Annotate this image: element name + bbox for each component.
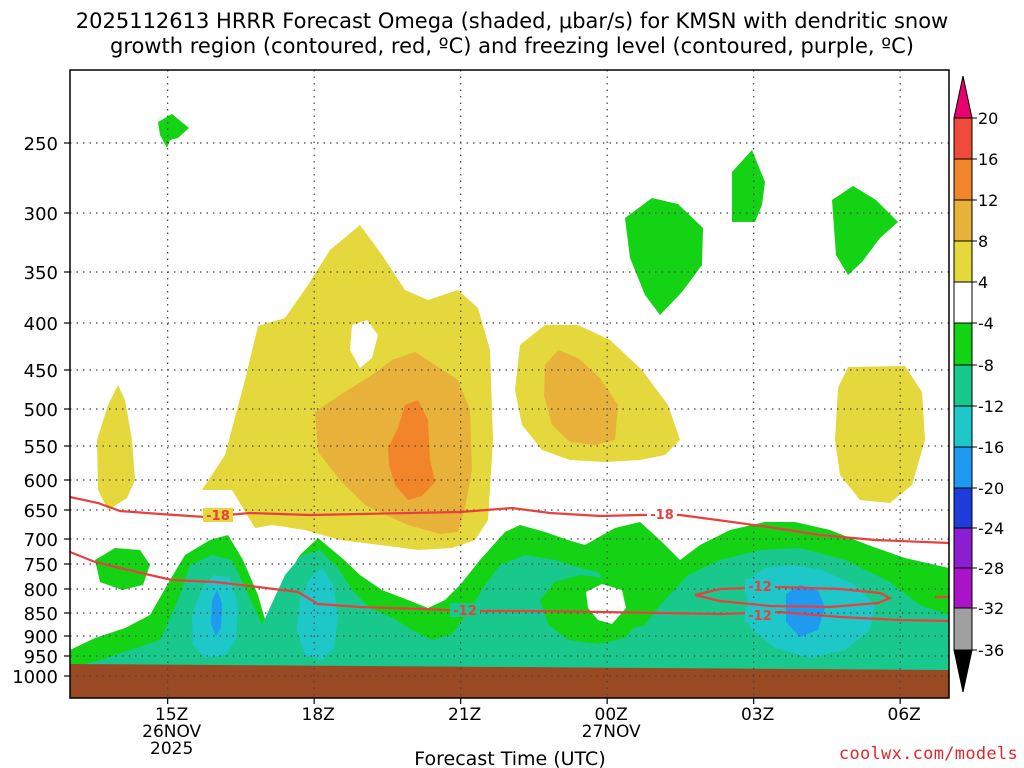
omega-region-teal [70, 548, 949, 698]
x-tick-label-15Z: 15Z [155, 705, 188, 725]
colorbar-bin-13 [953, 607, 973, 651]
colorbar-bin-4 [953, 240, 973, 283]
credit-text: coolwx.com/models [838, 744, 1018, 764]
label-bg-2 [647, 507, 677, 521]
colorbar-label-4: 4 [978, 273, 988, 292]
colorbar-bin-11 [953, 527, 973, 569]
colorbar-label-20: 20 [978, 109, 998, 128]
pressure-gridlines [70, 70, 949, 698]
contour-label-5: -12 [748, 609, 772, 624]
x-year-label: 2025 [150, 739, 193, 759]
contour-labels: -18 -18 -12 -12 -12 [203, 507, 775, 624]
ground-surface [70, 664, 949, 698]
omega-shading [70, 114, 949, 698]
colorbar: 20 16 12 8 4 -4 -8 -12 -16 -20 -24 -28 -32 -36 [953, 75, 1004, 693]
omega-region-green-right1 [732, 150, 765, 222]
x-tick-label-18Z: 18Z [302, 705, 335, 725]
colorbar-bin-3 [953, 199, 973, 242]
x-tick-label-00Z: 00Z [595, 705, 628, 725]
x-tick-label-06Z: 06Z [888, 705, 921, 725]
colorbar-bin-9 [953, 446, 973, 489]
omega-region-white-hole [586, 584, 626, 624]
omega-region-green-top [158, 114, 189, 148]
chart-title-line1: 2025112613 HRRR Forecast Omega (shaded, … [75, 9, 949, 33]
contour-minus18 [70, 495, 949, 545]
colorbar-bin-8 [953, 405, 973, 448]
y-tick-label-400: 400 [24, 314, 58, 335]
colorbar-cap-bottom [953, 649, 973, 693]
colorbar-label--28: -28 [978, 559, 1004, 578]
y-tick-label-750: 750 [24, 555, 58, 576]
omega-region-white-hole-upper [350, 320, 378, 368]
y-tick-label-250: 250 [24, 134, 58, 155]
omega-region-orange-core [388, 400, 435, 500]
colorbar-label--24: -24 [978, 519, 1004, 538]
contour-label-2: -18 [650, 508, 674, 523]
omega-region-green-center [625, 198, 703, 315]
omega-region-blue-2 [786, 585, 825, 637]
omega-region-blue-1 [211, 590, 222, 636]
colorbar-label--36: -36 [978, 641, 1004, 660]
colorbar-bin-6 [953, 322, 973, 366]
y-tick-label-800: 800 [24, 580, 58, 601]
colorbar-label-12: 12 [978, 191, 998, 210]
omega-region-tan-mid [544, 350, 618, 445]
colorbar-label--20: -20 [978, 479, 1004, 498]
x-date-label: 26NOV [142, 722, 201, 742]
y-tick-label-650: 650 [24, 501, 58, 522]
colorbar-bin-5 [953, 281, 973, 324]
colorbar-bin-2 [953, 158, 973, 201]
colorbar-bin-1 [953, 117, 973, 160]
y-tick-label-450: 450 [24, 361, 58, 382]
contour-label-1: -18 [206, 509, 230, 524]
plot-frame [69, 69, 950, 699]
y-tick-label-500: 500 [24, 400, 58, 421]
colorbar-label--8: -8 [978, 356, 994, 375]
y-tick-label-300: 300 [24, 204, 58, 225]
colorbar-bin-12 [953, 567, 973, 609]
omega-region-yellow-left [97, 385, 135, 510]
chart-title-line2: growth region (contoured, red, ºC) and f… [110, 34, 914, 58]
y-tick-label-350: 350 [24, 263, 58, 284]
x-tick-label-21Z: 21Z [448, 705, 481, 725]
y-tick-label-700: 700 [24, 530, 58, 551]
colorbar-label--32: -32 [978, 599, 1004, 618]
colorbar-label--16: -16 [978, 438, 1004, 457]
colorbar-bin-10 [953, 487, 973, 529]
colorbar-label-16: 16 [978, 150, 998, 169]
y-tick-label-1000: 1000 [12, 667, 58, 688]
label-bg-1 [203, 508, 233, 522]
x-tick-label-03Z: 03Z [741, 705, 774, 725]
colorbar-cap-top [953, 75, 973, 119]
x-date-label: 27NOV [582, 722, 641, 742]
y-tick-label-950: 950 [24, 647, 58, 668]
y-tick-label-900: 900 [24, 627, 58, 648]
colorbar-label--4: -4 [978, 314, 994, 333]
label-bg-4 [745, 579, 775, 593]
contour-label-3: -12 [453, 604, 477, 619]
y-tick-label-600: 600 [24, 471, 58, 492]
omega-region-yellow-right [835, 366, 925, 503]
label-bg-5 [745, 608, 775, 622]
omega-region-cyan-2 [297, 568, 338, 660]
y-tick-label-850: 850 [24, 604, 58, 625]
colorbar-bin-7 [953, 364, 973, 407]
omega-region-green-right2 [832, 186, 898, 275]
label-bg-3 [450, 603, 480, 617]
pressure-axis: 2503003504004505005506006507007508008509… [12, 134, 70, 688]
contour-label-4: -12 [748, 580, 772, 595]
colorbar-label-8: 8 [978, 232, 988, 251]
colorbar-label--12: -12 [978, 397, 1004, 416]
y-tick-label-550: 550 [24, 437, 58, 458]
x-axis-label: Forecast Time (UTC) [414, 748, 605, 768]
